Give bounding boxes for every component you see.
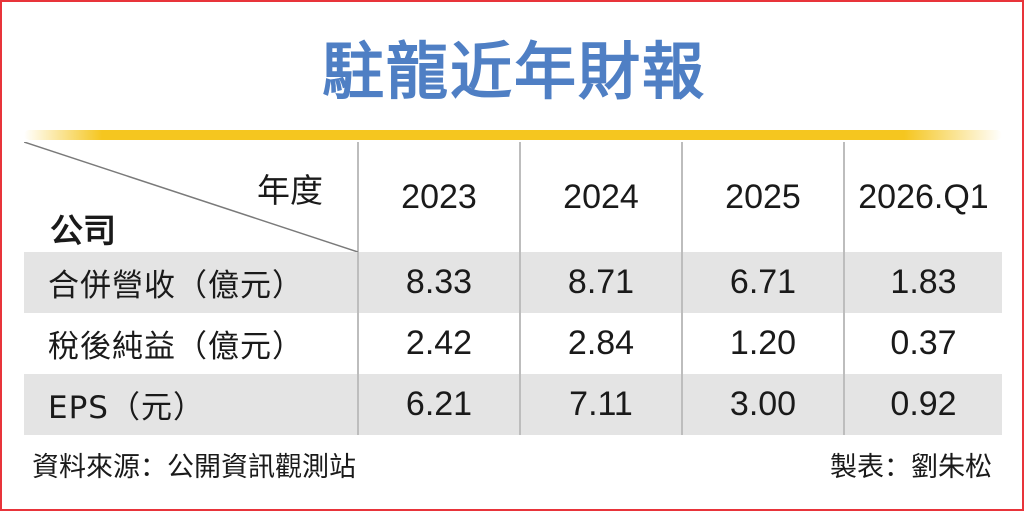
table-corner-cell: 年度 公司 [24,142,358,252]
diagonal-divider [24,142,358,252]
year-header: 2023 [357,142,520,252]
page-title: 駐龍近年財報 [321,35,706,108]
table-cell: 6.21 [357,374,520,435]
table-cell: 7.11 [519,374,682,435]
row-label: 合併營收（億元） [24,252,358,313]
table-cell: 1.83 [843,252,1002,313]
table-cell: 6.71 [681,252,844,313]
credit-note: 製表：劉朱松 [830,452,992,483]
table-cell: 8.71 [519,252,682,313]
source-note: 資料來源：公開資訊觀測站 [32,452,356,483]
year-header: 2025 [681,142,844,252]
table-header-row: 年度 公司 2023 2024 2025 2026.Q1 [24,142,1002,252]
row-label: EPS（元） [24,374,358,435]
table-cell: 2.42 [357,313,520,374]
table-cell: 0.37 [843,313,1002,374]
table-row: 稅後純益（億元） 2.42 2.84 1.20 0.37 [24,313,1002,374]
year-header: 2026.Q1 [843,142,1002,252]
table-row: EPS（元） 6.21 7.11 3.00 0.92 [24,374,1002,435]
table-cell: 0.92 [843,374,1002,435]
financial-table: 年度 公司 2023 2024 2025 2026.Q1 合併營收（億元） 8.… [24,142,1002,435]
row-header-label: 公司 [50,211,116,250]
year-header: 2024 [519,142,682,252]
table-cell: 8.33 [357,252,520,313]
column-header-label: 年度 [257,171,323,210]
title-underline [24,130,1002,140]
table-cell: 2.84 [519,313,682,374]
table-cell: 1.20 [681,313,844,374]
table-cell: 3.00 [681,374,844,435]
table-row: 合併營收（億元） 8.33 8.71 6.71 1.83 [24,252,1002,313]
row-label: 稅後純益（億元） [24,313,358,374]
